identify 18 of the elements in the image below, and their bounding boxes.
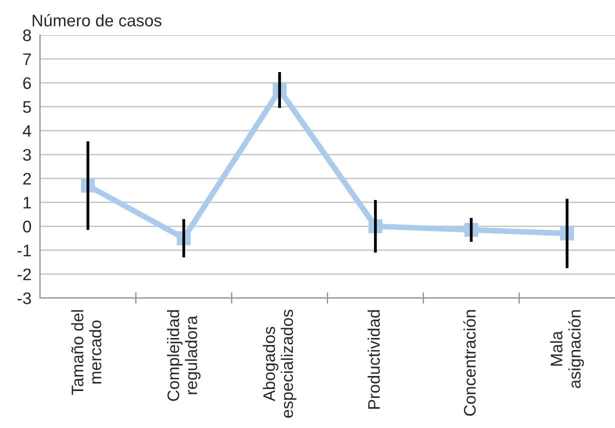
y-tick-label: 2 <box>23 172 31 184</box>
y-tick-label: -1 <box>18 244 31 256</box>
y-tick-label: 0 <box>23 220 32 232</box>
y-tick-label: 3 <box>23 148 31 161</box>
y-axis-title: Número de casos <box>32 14 162 26</box>
y-tick-label: -3 <box>18 292 31 304</box>
y-tick-label: 4 <box>22 125 32 137</box>
x-tick-label: Tamaño del mercado <box>71 310 102 395</box>
x-tick-label: Productividad <box>368 310 380 409</box>
y-tick-label: -2 <box>18 268 31 280</box>
y-tick-label: 1 <box>24 196 31 208</box>
x-tick-label: Abogados especializados <box>262 310 296 418</box>
y-tick-label: 6 <box>23 77 31 90</box>
x-tick-label: Concentración <box>463 310 476 416</box>
y-tick-label: 7 <box>23 53 31 65</box>
x-tick-label: Mala asignación <box>550 310 584 388</box>
y-tick-label: 8 <box>23 29 31 42</box>
y-tick-label: 5 <box>23 101 31 113</box>
